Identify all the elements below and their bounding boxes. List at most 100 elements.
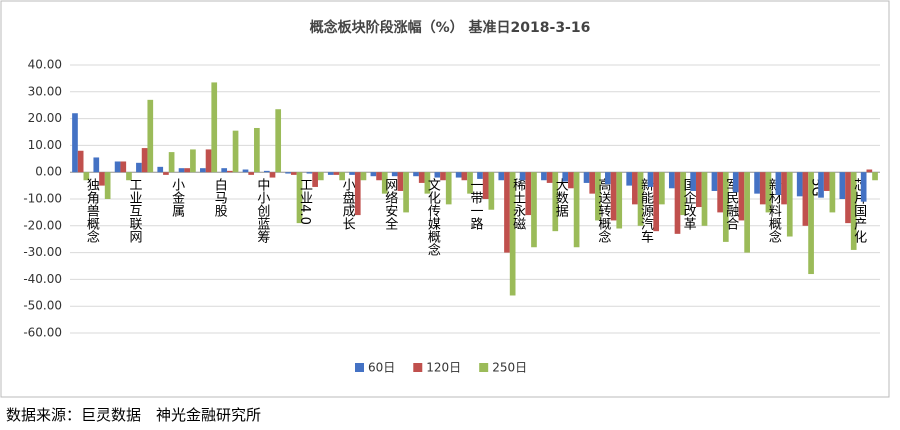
bar bbox=[157, 166, 164, 173]
bar bbox=[589, 172, 596, 194]
bar bbox=[467, 172, 473, 194]
legend-swatch bbox=[413, 363, 423, 372]
bar bbox=[285, 172, 291, 174]
bar bbox=[562, 172, 569, 182]
bar bbox=[802, 172, 809, 226]
bar bbox=[695, 172, 702, 208]
bar bbox=[605, 172, 611, 185]
bar bbox=[541, 172, 547, 181]
x-tick-label: 稀土永磁 bbox=[510, 178, 526, 230]
bar bbox=[461, 172, 468, 181]
x-tick-label: 高送转概念 bbox=[595, 178, 611, 244]
bar bbox=[744, 172, 750, 253]
chart: 概念板块阶段涨幅（%） 基准日2018-3-16 -60.00 -50.00 -40… bbox=[0, 0, 890, 398]
bar bbox=[531, 172, 537, 248]
bar bbox=[860, 172, 867, 202]
legend-swatch bbox=[479, 363, 489, 372]
legend-label: 250日 bbox=[492, 361, 527, 375]
bar bbox=[72, 113, 78, 173]
bar bbox=[477, 172, 483, 179]
bar bbox=[333, 172, 340, 175]
bar bbox=[114, 161, 121, 173]
bar bbox=[211, 82, 218, 173]
bar bbox=[732, 172, 739, 193]
bar bbox=[381, 172, 388, 194]
bar bbox=[263, 170, 270, 173]
bar bbox=[583, 172, 590, 183]
bar bbox=[482, 172, 489, 199]
bar bbox=[568, 172, 574, 189]
bar bbox=[163, 172, 169, 175]
bar bbox=[424, 172, 431, 194]
bar bbox=[221, 168, 228, 173]
bar bbox=[796, 172, 803, 197]
bar bbox=[595, 172, 601, 221]
y-tick-label: -20.00 bbox=[23, 218, 62, 232]
x-tick-label: 网络安全 bbox=[382, 178, 398, 230]
bar bbox=[775, 172, 782, 195]
bar bbox=[498, 172, 505, 181]
bar bbox=[205, 149, 212, 173]
bar bbox=[754, 172, 760, 194]
bar bbox=[418, 172, 425, 183]
chart-title: 概念板块阶段涨幅（%） 基准日2018-3-16 bbox=[310, 19, 591, 36]
bar bbox=[866, 169, 873, 173]
bar bbox=[546, 172, 553, 183]
bar bbox=[397, 172, 404, 191]
bar bbox=[227, 170, 233, 173]
x-tick-label: 新能源汽车 bbox=[638, 178, 654, 244]
bar bbox=[77, 150, 84, 173]
bar bbox=[93, 157, 100, 173]
bar bbox=[818, 172, 824, 198]
bar bbox=[360, 172, 367, 181]
x-tick-label: 独角兽概念 bbox=[84, 178, 100, 243]
bar bbox=[120, 161, 127, 173]
bar bbox=[312, 172, 318, 187]
bar bbox=[647, 172, 654, 187]
bar bbox=[339, 172, 345, 181]
bar bbox=[690, 172, 696, 191]
bar bbox=[759, 172, 766, 205]
y-tick-label: -30.00 bbox=[23, 245, 62, 259]
y-tick-label: -40.00 bbox=[23, 272, 62, 286]
bar bbox=[376, 172, 382, 181]
bar bbox=[488, 172, 495, 210]
bar bbox=[354, 172, 361, 216]
bar bbox=[99, 172, 105, 186]
bar bbox=[168, 152, 175, 173]
bar bbox=[190, 149, 196, 173]
bar bbox=[445, 172, 452, 205]
bar bbox=[296, 172, 303, 224]
y-tick-label: 40.00 bbox=[28, 58, 62, 72]
bar bbox=[434, 172, 441, 178]
bar bbox=[275, 109, 282, 173]
y-tick-label: 20.00 bbox=[28, 111, 62, 125]
bar bbox=[136, 162, 142, 173]
x-tick-label: 一带一路 bbox=[468, 178, 484, 230]
bar bbox=[653, 172, 660, 232]
bar bbox=[839, 172, 846, 199]
y-tick-label: 0.00 bbox=[35, 165, 62, 179]
bar bbox=[722, 172, 729, 242]
y-tick-label: -50.00 bbox=[23, 299, 62, 313]
bar bbox=[765, 172, 772, 213]
bar bbox=[674, 172, 681, 234]
legend-label: 60日 bbox=[368, 361, 395, 375]
bar bbox=[717, 172, 723, 213]
y-tick-label: 30.00 bbox=[28, 84, 62, 98]
bar bbox=[83, 172, 90, 181]
bar bbox=[178, 168, 185, 173]
x-tick-label: 国企改革 bbox=[681, 178, 697, 230]
bar bbox=[455, 172, 462, 178]
bar bbox=[525, 172, 532, 216]
bar bbox=[610, 172, 617, 221]
bar bbox=[637, 172, 644, 226]
bar bbox=[680, 172, 687, 216]
bar bbox=[632, 172, 638, 205]
bar bbox=[668, 172, 675, 189]
bar bbox=[786, 172, 793, 237]
bar bbox=[269, 172, 276, 178]
bar bbox=[552, 172, 559, 232]
bar bbox=[200, 168, 206, 173]
bar bbox=[104, 172, 111, 199]
